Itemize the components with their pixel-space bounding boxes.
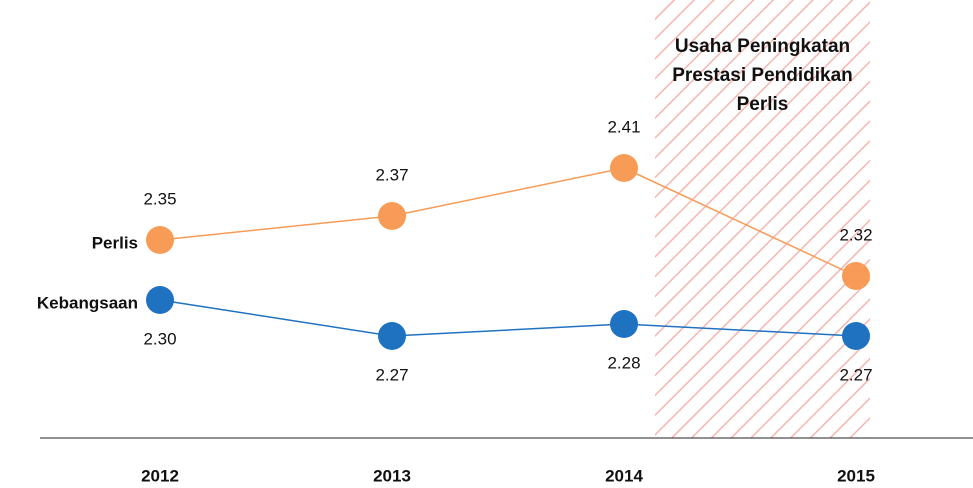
x-tick-label: 2013 <box>373 466 411 485</box>
highlight-region <box>655 0 870 438</box>
data-label: 2.30 <box>143 329 176 348</box>
data-label: 2.28 <box>607 353 640 372</box>
data-label: 2.35 <box>143 189 176 208</box>
data-point <box>842 322 870 350</box>
series-label: Kebangsaan <box>37 293 138 312</box>
data-point <box>842 262 870 290</box>
series-label: Perlis <box>92 233 138 252</box>
x-tick-label: 2014 <box>605 466 643 485</box>
data-label: 2.41 <box>607 117 640 136</box>
series-line <box>159 299 857 337</box>
data-label: 2.27 <box>375 365 408 384</box>
series-line <box>159 167 857 277</box>
data-point <box>146 226 174 254</box>
data-point <box>610 154 638 182</box>
data-label: 2.32 <box>839 225 872 244</box>
x-tick-label: 2015 <box>837 466 875 485</box>
x-tick-label: 2012 <box>141 466 179 485</box>
data-point <box>378 202 406 230</box>
data-label: 2.27 <box>839 365 872 384</box>
data-label: 2.37 <box>375 165 408 184</box>
data-point <box>378 322 406 350</box>
data-point <box>146 286 174 314</box>
data-point <box>610 310 638 338</box>
annotation: Usaha Peningkatan Prestasi Pendidikan Pe… <box>672 36 853 115</box>
